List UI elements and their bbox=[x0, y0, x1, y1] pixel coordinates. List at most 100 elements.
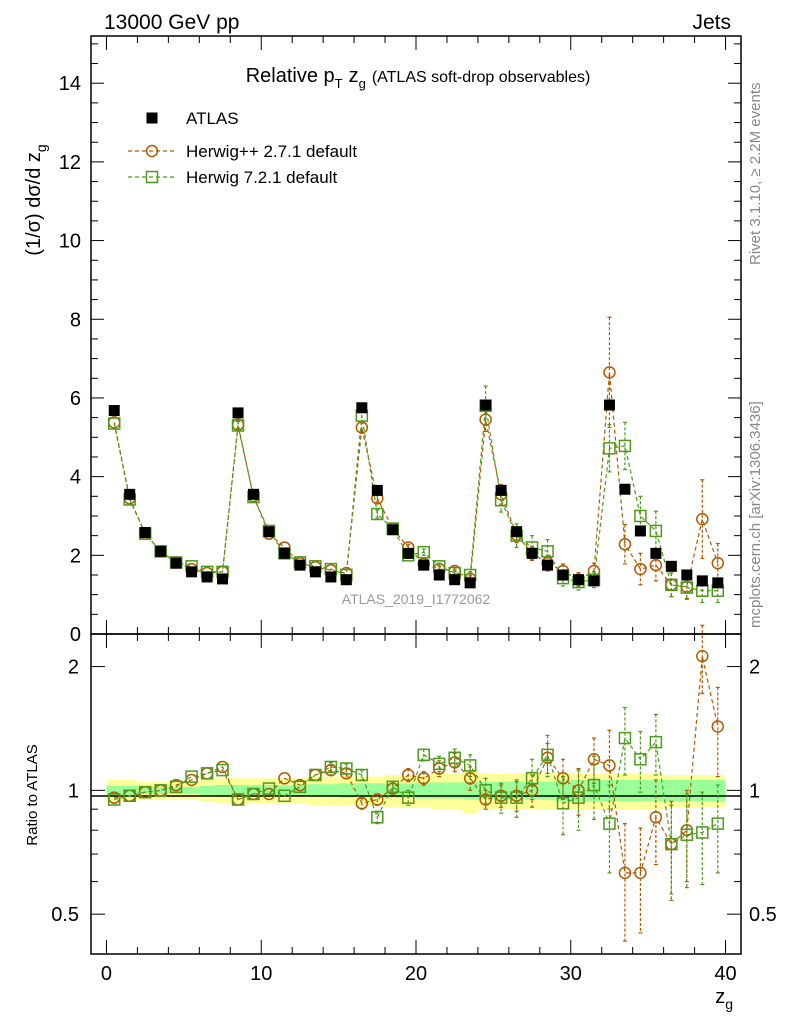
data-point-atlas bbox=[294, 559, 306, 571]
data-point-atlas bbox=[387, 524, 399, 536]
data-point-atlas bbox=[170, 557, 182, 569]
legend-marker bbox=[146, 112, 158, 124]
data-point-herwig7 bbox=[107, 417, 121, 430]
data-point-herwigpp bbox=[618, 538, 632, 551]
ratio-point-herwigpp bbox=[402, 768, 415, 782]
data-point-atlas bbox=[248, 488, 259, 500]
data-point-atlas bbox=[433, 569, 445, 581]
band-inner-bin bbox=[106, 785, 122, 795]
ratio-ticks: 0.5 0.5 1 1 2 2 bbox=[51, 634, 777, 954]
data-point-atlas bbox=[634, 525, 646, 537]
band-inner-bin bbox=[617, 779, 633, 802]
ratio-point-herwig7 bbox=[556, 797, 570, 810]
data-point-atlas bbox=[108, 405, 120, 417]
data-point-atlas bbox=[201, 571, 213, 583]
legend-marker bbox=[145, 144, 159, 158]
data-point-herwigpp bbox=[696, 512, 709, 526]
data-point-atlas bbox=[340, 574, 352, 586]
band-inner-bin bbox=[261, 785, 277, 796]
data-point-herwig7 bbox=[371, 507, 384, 521]
ratio-point-herwig7 bbox=[262, 782, 276, 795]
side-source-label: mcplots.cern.ch [arXiv:1306.3436] bbox=[747, 401, 764, 628]
y-axis-title-sub: g bbox=[33, 144, 49, 152]
x-tick-label: 10 bbox=[250, 963, 272, 985]
legend-label: Herwig 7.2.1 default bbox=[186, 168, 337, 187]
data-point-herwig7 bbox=[680, 581, 694, 594]
ratio-point-herwigpp bbox=[634, 866, 647, 880]
ratio-point-herwigpp bbox=[371, 793, 384, 806]
ratio-point-herwigpp bbox=[603, 759, 616, 772]
ratio-point-herwig7 bbox=[371, 811, 384, 824]
data-point-atlas bbox=[309, 566, 321, 578]
data-point-atlas bbox=[650, 547, 662, 559]
data-point-atlas bbox=[232, 407, 244, 419]
series-line-herwigpp bbox=[113, 372, 719, 588]
y-tick-label: 0 bbox=[70, 624, 81, 646]
ratio-point-herwigpp bbox=[618, 866, 632, 880]
band-inner-bin bbox=[663, 779, 680, 802]
chart-title-main: Relative p bbox=[246, 65, 335, 87]
x-axis-title: zg bbox=[715, 986, 733, 1012]
data-point-herwig7 bbox=[634, 509, 647, 523]
ratio-point-herwig7 bbox=[541, 748, 554, 762]
ratio-point-herwigpp bbox=[355, 797, 369, 810]
chart-title-rest: (ATLAS soft-drop observables) bbox=[372, 69, 590, 86]
data-point-atlas bbox=[603, 399, 615, 411]
band-inner-bin bbox=[307, 784, 324, 797]
ratio-point-herwig7 bbox=[169, 780, 183, 794]
data-point-herwig7 bbox=[541, 545, 554, 558]
watermark: ATLAS_2019_I1772062 bbox=[342, 591, 491, 607]
chart-title-sub: T bbox=[335, 76, 343, 91]
band-inner-bin bbox=[369, 783, 386, 798]
y-tick-label: 14 bbox=[59, 73, 81, 95]
main-data-layer bbox=[107, 316, 725, 604]
ratio-plot: 0.5 0.5 1 1 2 2 Ratio to ATLAS bbox=[24, 624, 777, 955]
ratio-point-herwigpp bbox=[711, 720, 725, 733]
ratio-point-herwig7 bbox=[432, 757, 446, 771]
y-tick-label: 6 bbox=[70, 388, 81, 410]
data-point-atlas bbox=[402, 547, 414, 559]
series-line-herwig7 bbox=[113, 405, 718, 592]
ratio-tick-label-right: 2 bbox=[749, 657, 760, 679]
ratio-point-herwig7 bbox=[309, 768, 322, 782]
header-process: Jets bbox=[692, 11, 731, 34]
ratio-point-herwig7 bbox=[603, 817, 616, 830]
data-point-herwigpp bbox=[649, 558, 663, 572]
ratio-point-herwig7 bbox=[324, 760, 338, 774]
side-events-label: Rivet 3.1.10, ≥ 2.2M events bbox=[747, 83, 764, 266]
chart-title-var: z bbox=[349, 65, 359, 87]
band-inner-bin bbox=[230, 785, 246, 796]
y-tick-label: 2 bbox=[70, 545, 81, 567]
ratio-point-herwig7 bbox=[123, 789, 136, 803]
ratio-point-herwig7 bbox=[355, 768, 369, 782]
ratio-point-herwig7 bbox=[402, 791, 415, 804]
ratio-point-herwigpp bbox=[200, 767, 214, 780]
data-point-atlas bbox=[139, 526, 151, 538]
y-tick-label: 8 bbox=[70, 309, 81, 331]
ratio-point-herwigpp bbox=[417, 772, 430, 785]
data-point-herwigpp bbox=[634, 562, 647, 576]
ratio-tick-label-left: 2 bbox=[68, 657, 79, 679]
x-tick-label: 40 bbox=[714, 963, 736, 985]
data-point-atlas bbox=[449, 574, 461, 586]
band-inner-bin bbox=[539, 781, 556, 800]
legend-label: ATLAS bbox=[186, 109, 239, 128]
data-point-atlas bbox=[542, 559, 554, 571]
x-axis-title-text: z bbox=[715, 986, 725, 1008]
data-point-atlas bbox=[263, 526, 275, 538]
ratio-point-herwig7 bbox=[494, 791, 508, 804]
band-inner-bin bbox=[416, 782, 432, 799]
ratio-tick-label-right: 1 bbox=[749, 780, 760, 802]
ratio-point-herwig7 bbox=[696, 826, 709, 839]
y-tick-label: 12 bbox=[59, 152, 81, 174]
ratio-point-herwig7 bbox=[525, 772, 539, 785]
band-inner-bin bbox=[152, 786, 169, 794]
y-axis-title: (1/σ) dσ/d zg bbox=[23, 144, 49, 255]
ratio-point-herwig7 bbox=[417, 748, 430, 762]
ratio-line-herwigpp bbox=[114, 656, 719, 874]
data-point-atlas bbox=[681, 569, 693, 581]
data-point-herwig7 bbox=[665, 578, 678, 592]
ratio-point-herwig7 bbox=[649, 735, 663, 749]
data-point-atlas bbox=[480, 399, 492, 411]
data-point-atlas bbox=[124, 488, 136, 500]
